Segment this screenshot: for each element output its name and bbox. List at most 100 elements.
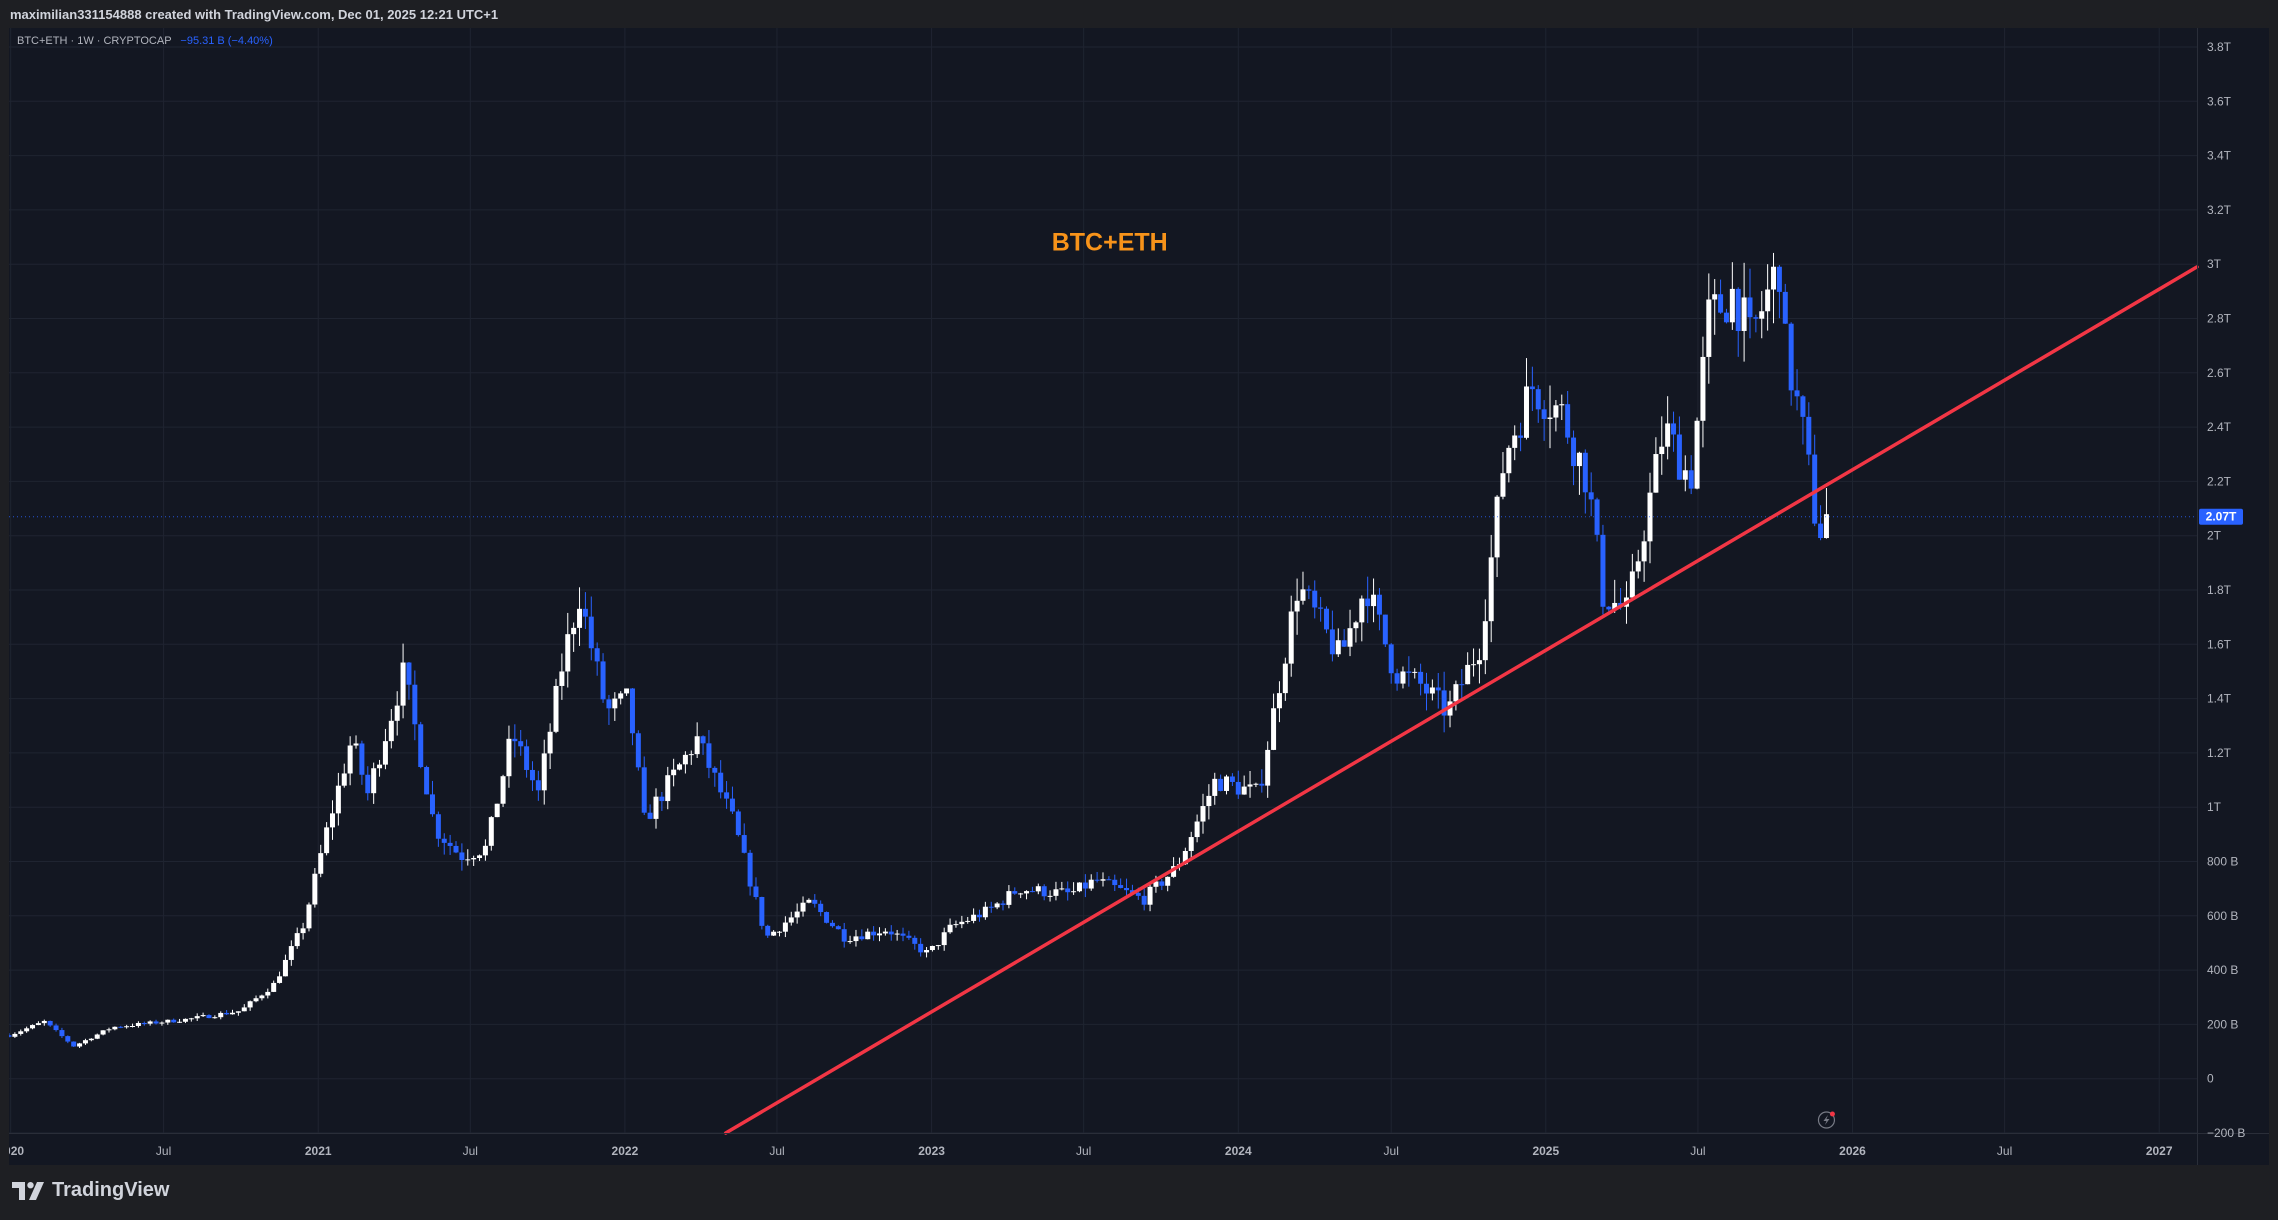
candle-body <box>1776 266 1782 292</box>
y-tick-label: 400 B <box>2207 963 2238 977</box>
candle-body <box>241 1007 247 1012</box>
candle-body <box>418 724 424 768</box>
candle-body <box>1435 687 1441 691</box>
candle-body <box>1024 891 1030 894</box>
candle-body <box>365 774 371 794</box>
candle-body <box>929 945 935 951</box>
candle-body <box>1182 850 1188 865</box>
candle-body <box>1247 784 1253 787</box>
candle-body <box>165 1019 171 1023</box>
candle-body <box>359 743 365 775</box>
chart-legend[interactable]: BTC+ETH · 1W · CRYPTOCAP −95.31 B (−4.40… <box>17 35 273 47</box>
lightning-icon[interactable] <box>1817 1111 1836 1129</box>
candle-body <box>800 902 806 912</box>
candle-body <box>1135 892 1141 896</box>
candle-body <box>918 943 924 953</box>
x-tick-label: Jul <box>769 1144 784 1158</box>
candle-body <box>1059 888 1065 890</box>
candle-body <box>512 738 518 742</box>
candle-body <box>806 899 812 903</box>
candle-body <box>1318 607 1324 609</box>
candle-body <box>1353 622 1359 629</box>
candle-body <box>130 1025 136 1027</box>
y-tick-label: 3.6T <box>2207 94 2232 108</box>
chart-pane[interactable] <box>9 28 2269 1165</box>
candle-body <box>1547 417 1553 419</box>
candle-body <box>1735 288 1741 331</box>
candle-body <box>235 1011 241 1013</box>
candle-body <box>1706 299 1712 357</box>
candle-body <box>524 746 530 770</box>
candle-body <box>782 922 788 932</box>
x-tick-label: 2023 <box>918 1144 945 1158</box>
candle-body <box>1194 821 1200 838</box>
candle-body <box>441 838 447 843</box>
tradingview-logo[interactable]: TradingView <box>12 1179 169 1202</box>
candles <box>9 252 1829 1049</box>
candle-body <box>1018 893 1024 895</box>
candle-body <box>1606 606 1612 610</box>
candle-body <box>1000 903 1006 905</box>
candle-body <box>1729 288 1735 323</box>
candle-body <box>106 1029 112 1031</box>
candle-body <box>529 769 535 781</box>
candle-body <box>1512 435 1518 448</box>
x-tick-label: 2025 <box>1532 1144 1559 1158</box>
candle-body <box>382 741 388 765</box>
candle-body <box>1453 684 1459 702</box>
candle-body <box>947 924 953 933</box>
candle-body <box>1541 409 1547 419</box>
candle-body <box>988 906 994 908</box>
candle-body <box>353 743 359 746</box>
candle-body <box>212 1017 218 1019</box>
candle-body <box>471 857 477 860</box>
y-tick-label: 3T <box>2207 257 2222 271</box>
candle-body <box>500 776 506 804</box>
candle-body <box>788 917 794 923</box>
candle-body <box>1088 879 1094 889</box>
x-tick-label: 2021 <box>305 1144 332 1158</box>
candle-body <box>1335 640 1341 655</box>
candle-body <box>1518 435 1524 438</box>
y-tick-label: 800 B <box>2207 855 2238 869</box>
candle-body <box>306 904 312 929</box>
candle-body <box>18 1031 24 1034</box>
candle-body <box>1188 837 1194 851</box>
candle-body <box>712 767 718 773</box>
candle-body <box>82 1040 88 1044</box>
candle-body <box>771 931 777 936</box>
candle-body <box>1523 386 1529 438</box>
candle-body <box>753 886 759 898</box>
candle-body <box>859 936 865 940</box>
trend-line[interactable] <box>723 265 2199 1135</box>
footer-bar <box>0 1166 2278 1220</box>
candle-body <box>1418 671 1424 684</box>
candle-body <box>1429 687 1435 694</box>
candle-body <box>1488 557 1494 622</box>
candle-body <box>253 998 259 1002</box>
candle-body <box>1788 323 1794 391</box>
candle-body <box>1506 447 1512 474</box>
candle-body <box>582 608 588 617</box>
candle-body <box>324 827 330 854</box>
candle-body <box>1029 891 1035 893</box>
candle-body <box>1229 776 1235 782</box>
candle-body <box>477 855 483 858</box>
candle-body <box>1006 891 1012 905</box>
candle-body <box>535 780 541 791</box>
chart-annotation-text[interactable]: BTC+ETH <box>1052 229 1168 257</box>
candle-body <box>718 772 724 793</box>
candle-body <box>1376 594 1382 615</box>
candle-body <box>1282 663 1288 694</box>
candle-body <box>277 976 283 983</box>
candle-body <box>447 842 453 846</box>
y-tick-label: 200 B <box>2207 1017 2238 1031</box>
y-tick-label: 2T <box>2207 529 2222 543</box>
candle-body <box>629 688 635 734</box>
candle-body <box>647 812 653 819</box>
candle-body <box>1047 895 1053 897</box>
candlestick-chart[interactable]: 2.07T BTC+ETH −200 B 0 200 B 400 B 600 B 800 B… <box>9 28 2269 1165</box>
candle-body <box>1576 452 1582 467</box>
x-tick-label: Jul <box>463 1144 478 1158</box>
candle-body <box>488 817 494 846</box>
